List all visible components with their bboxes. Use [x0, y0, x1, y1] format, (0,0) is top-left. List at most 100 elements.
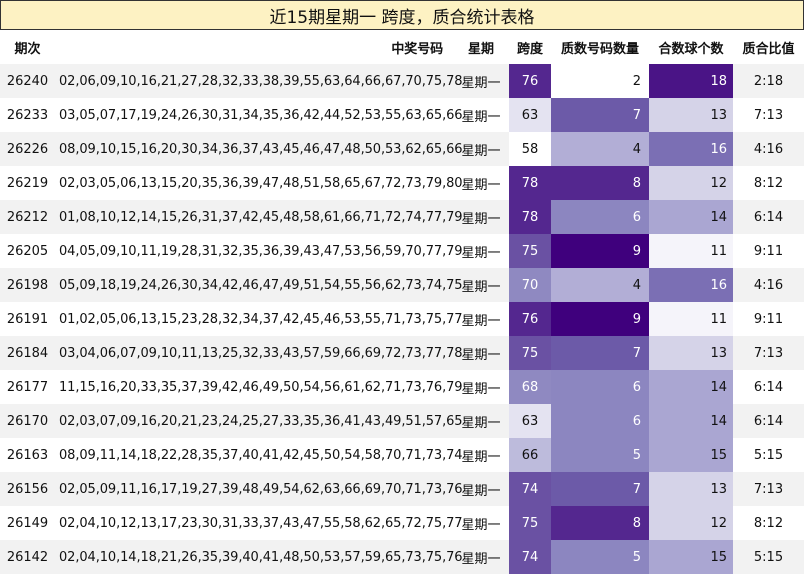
cell-weekday: 星期一 — [453, 336, 509, 370]
cell-numbers: 02,06,09,10,16,21,27,28,32,33,38,39,55,6… — [55, 64, 463, 98]
cell-weekday: 星期一 — [453, 64, 509, 98]
cell-prime-count: 7 — [551, 472, 649, 506]
cell-numbers: 02,04,10,14,18,21,26,35,39,40,41,48,50,5… — [55, 540, 463, 574]
cell-composite-count: 13 — [649, 98, 733, 132]
header-prime-count: 质数号码数量 — [551, 30, 649, 64]
table-row: 26212 01,08,10,12,14,15,26,31,37,42,45,48… — [0, 200, 804, 234]
table-row: 26191 01,02,05,06,13,15,23,28,32,34,37,42… — [0, 302, 804, 336]
cell-weekday: 星期一 — [453, 98, 509, 132]
cell-composite-count: 18 — [649, 64, 733, 98]
table-row: 26156 02,05,09,11,16,17,19,27,39,48,49,54… — [0, 472, 804, 506]
cell-composite-count: 12 — [649, 166, 733, 200]
cell-period: 26240 — [0, 64, 55, 98]
cell-period: 26170 — [0, 404, 55, 438]
cell-span: 76 — [509, 64, 551, 98]
cell-span: 74 — [509, 472, 551, 506]
table-row: 26205 04,05,09,10,11,19,28,31,32,35,36,39… — [0, 234, 804, 268]
cell-span: 68 — [509, 370, 551, 404]
cell-numbers: 08,09,11,14,18,22,28,35,37,40,41,42,45,5… — [55, 438, 463, 472]
table-row: 26233 03,05,07,17,19,24,26,30,31,34,35,36… — [0, 98, 804, 132]
cell-weekday: 星期一 — [453, 472, 509, 506]
cell-span: 78 — [509, 166, 551, 200]
cell-ratio: 8:12 — [733, 166, 804, 200]
cell-span: 63 — [509, 404, 551, 438]
cell-period: 26205 — [0, 234, 55, 268]
cell-ratio: 5:15 — [733, 438, 804, 472]
cell-numbers: 03,05,07,17,19,24,26,30,31,34,35,36,42,4… — [55, 98, 463, 132]
cell-composite-count: 12 — [649, 506, 733, 540]
cell-numbers: 01,02,05,06,13,15,23,28,32,34,37,42,45,4… — [55, 302, 463, 336]
cell-numbers: 02,04,10,12,13,17,23,30,31,33,37,43,47,5… — [55, 506, 463, 540]
cell-composite-count: 14 — [649, 370, 733, 404]
cell-period: 26226 — [0, 132, 55, 166]
cell-weekday: 星期一 — [453, 200, 509, 234]
cell-weekday: 星期一 — [453, 234, 509, 268]
table-title: 近15期星期一 跨度，质合统计表格 — [0, 0, 804, 30]
cell-weekday: 星期一 — [453, 302, 509, 336]
cell-ratio: 9:11 — [733, 302, 804, 336]
cell-numbers: 01,08,10,12,14,15,26,31,37,42,45,48,58,6… — [55, 200, 463, 234]
cell-prime-count: 8 — [551, 506, 649, 540]
cell-weekday: 星期一 — [453, 268, 509, 302]
header-weekday: 星期 — [453, 30, 509, 64]
table-row: 26163 08,09,11,14,18,22,28,35,37,40,41,42… — [0, 438, 804, 472]
cell-weekday: 星期一 — [453, 438, 509, 472]
cell-prime-count: 5 — [551, 438, 649, 472]
cell-prime-count: 7 — [551, 336, 649, 370]
cell-composite-count: 13 — [649, 472, 733, 506]
cell-ratio: 8:12 — [733, 506, 804, 540]
cell-composite-count: 15 — [649, 438, 733, 472]
cell-ratio: 5:15 — [733, 540, 804, 574]
cell-numbers: 03,04,06,07,09,10,11,13,25,32,33,43,57,5… — [55, 336, 463, 370]
cell-numbers: 02,03,07,09,16,20,21,23,24,25,27,33,35,3… — [55, 404, 463, 438]
cell-numbers: 05,09,18,19,24,26,30,34,42,46,47,49,51,5… — [55, 268, 463, 302]
cell-ratio: 6:14 — [733, 200, 804, 234]
table-row: 26226 08,09,10,15,16,20,30,34,36,37,43,45… — [0, 132, 804, 166]
cell-span: 58 — [509, 132, 551, 166]
cell-ratio: 4:16 — [733, 268, 804, 302]
cell-period: 26191 — [0, 302, 55, 336]
cell-span: 78 — [509, 200, 551, 234]
cell-numbers: 02,05,09,11,16,17,19,27,39,48,49,54,62,6… — [55, 472, 463, 506]
table-row: 26149 02,04,10,12,13,17,23,30,31,33,37,43… — [0, 506, 804, 540]
cell-composite-count: 14 — [649, 404, 733, 438]
cell-numbers: 11,15,16,20,33,35,37,39,42,46,49,50,54,5… — [55, 370, 463, 404]
cell-weekday: 星期一 — [453, 506, 509, 540]
table-row: 26198 05,09,18,19,24,26,30,34,42,46,47,49… — [0, 268, 804, 302]
table-row: 26177 11,15,16,20,33,35,37,39,42,46,49,50… — [0, 370, 804, 404]
cell-prime-count: 6 — [551, 370, 649, 404]
header-period: 期次 — [0, 30, 55, 64]
cell-span: 70 — [509, 268, 551, 302]
cell-period: 26212 — [0, 200, 55, 234]
cell-span: 66 — [509, 438, 551, 472]
cell-span: 75 — [509, 336, 551, 370]
cell-composite-count: 16 — [649, 132, 733, 166]
cell-prime-count: 9 — [551, 234, 649, 268]
cell-composite-count: 16 — [649, 268, 733, 302]
cell-numbers: 04,05,09,10,11,19,28,31,32,35,36,39,43,4… — [55, 234, 463, 268]
table-row: 26142 02,04,10,14,18,21,26,35,39,40,41,48… — [0, 540, 804, 574]
cell-period: 26149 — [0, 506, 55, 540]
cell-ratio: 7:13 — [733, 472, 804, 506]
cell-composite-count: 13 — [649, 336, 733, 370]
cell-span: 75 — [509, 506, 551, 540]
cell-period: 26142 — [0, 540, 55, 574]
table-row: 26240 02,06,09,10,16,21,27,28,32,33,38,39… — [0, 64, 804, 98]
cell-span: 75 — [509, 234, 551, 268]
cell-period: 26219 — [0, 166, 55, 200]
cell-ratio: 4:16 — [733, 132, 804, 166]
cell-ratio: 9:11 — [733, 234, 804, 268]
cell-weekday: 星期一 — [453, 404, 509, 438]
cell-ratio: 7:13 — [733, 336, 804, 370]
cell-prime-count: 4 — [551, 132, 649, 166]
table-row: 26184 03,04,06,07,09,10,11,13,25,32,33,43… — [0, 336, 804, 370]
header-ratio: 质合比值 — [733, 30, 804, 64]
cell-prime-count: 9 — [551, 302, 649, 336]
cell-period: 26163 — [0, 438, 55, 472]
cell-numbers: 02,03,05,06,13,15,20,35,36,39,47,48,51,5… — [55, 166, 463, 200]
cell-period: 26184 — [0, 336, 55, 370]
cell-period: 26156 — [0, 472, 55, 506]
cell-numbers: 08,09,10,15,16,20,30,34,36,37,43,45,46,4… — [55, 132, 463, 166]
cell-composite-count: 14 — [649, 200, 733, 234]
cell-span: 63 — [509, 98, 551, 132]
